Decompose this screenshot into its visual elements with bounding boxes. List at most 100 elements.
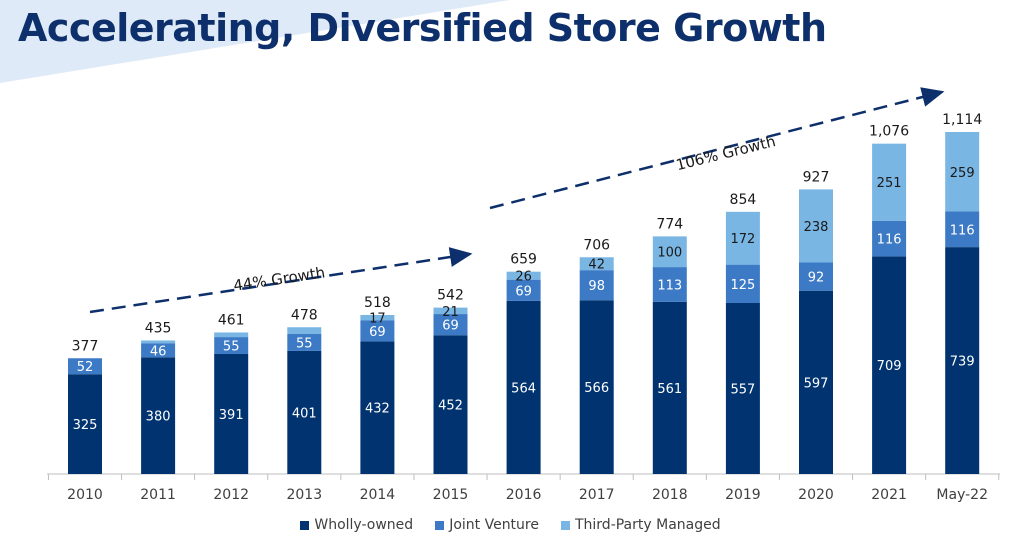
x-tick-label: 2016 (506, 487, 542, 503)
x-tick-label: 2018 (652, 487, 688, 503)
segment-label: 69 (442, 319, 459, 334)
bar-segment-third-party (799, 189, 833, 263)
segment-label: 52 (77, 360, 94, 375)
bar-segment-joint-venture (287, 334, 322, 351)
segment-label: 116 (950, 223, 975, 238)
bar-segment-third-party (872, 143, 907, 221)
bar-segment-joint-venture (945, 211, 980, 248)
segment-label: 42 (588, 258, 605, 273)
segment-label: 17 (369, 312, 386, 327)
segment-label: 21 (442, 305, 459, 320)
bar-segment-wholly-owned (287, 350, 322, 474)
x-tick-label: May-22 (936, 487, 988, 503)
total-label: 659 (510, 252, 537, 268)
segment-label: 561 (657, 382, 682, 397)
segment-label: 92 (808, 271, 825, 286)
segment-label: 739 (950, 355, 975, 370)
annotation-44-growth: 44% Growth (232, 263, 326, 294)
x-tick-label: 2011 (140, 487, 176, 503)
x-tick-label: 2020 (798, 487, 834, 503)
total-label: 377 (72, 338, 99, 354)
bar-segment-joint-venture (433, 314, 468, 336)
total-label: 478 (291, 307, 318, 323)
bar-segment-third-party (360, 314, 395, 321)
legend-swatch (435, 520, 445, 530)
segment-label: 557 (730, 383, 755, 398)
segment-label: 125 (730, 278, 755, 293)
bar-segment-wholly-owned (433, 335, 468, 474)
bar-segment-wholly-owned (579, 300, 614, 474)
bar-segment-third-party (287, 327, 322, 335)
x-tick-label: 2010 (67, 487, 103, 503)
segment-label: 709 (877, 359, 902, 374)
x-tick-label: 2012 (213, 487, 249, 503)
legend: Wholly-owned Joint Venture Third-Party M… (0, 517, 1021, 533)
growth-arrow-2016-2022 (489, 87, 945, 210)
bar-segment-third-party (945, 132, 980, 212)
segment-label: 566 (584, 381, 609, 396)
total-label: 542 (437, 288, 464, 304)
bar-segment-joint-venture (872, 220, 907, 257)
x-tick-label: 2013 (286, 487, 322, 503)
x-tick-label: 2014 (360, 487, 396, 503)
total-label: 435 (145, 320, 172, 336)
bar-segment-third-party (652, 236, 687, 268)
segment-label: 564 (511, 381, 536, 396)
bar-segment-third-party (214, 332, 249, 338)
bar-segment-joint-venture (68, 358, 102, 375)
segment-label: 238 (804, 220, 829, 235)
segment-label: 172 (730, 232, 755, 247)
bar-segment-wholly-owned (725, 303, 760, 474)
segment-label: 401 (292, 406, 317, 421)
bar-segment-joint-venture (652, 267, 687, 302)
legend-label: Joint Venture (449, 517, 539, 533)
bar-segment-wholly-owned (506, 300, 541, 474)
bar-segment-joint-venture (360, 320, 395, 342)
segment-label: 380 (146, 410, 171, 425)
bar-segment-wholly-owned (141, 357, 176, 474)
bar-segment-third-party (433, 307, 468, 315)
legend-item-joint-venture: Joint Venture (435, 517, 539, 533)
bar-segment-third-party (579, 257, 614, 271)
segment-label: 69 (369, 325, 386, 340)
bar-segment-joint-venture (141, 343, 176, 358)
bar-segment-wholly-owned (68, 374, 102, 474)
bar-segment-wholly-owned (652, 301, 687, 474)
x-tick-label: 2021 (871, 487, 907, 503)
x-tick-label: 2017 (579, 487, 615, 503)
total-label: 774 (656, 216, 683, 232)
legend-label: Wholly-owned (314, 517, 414, 533)
legend-item-wholly-owned: Wholly-owned (300, 517, 413, 533)
bar-segment-third-party (506, 271, 541, 280)
legend-label: Third-Party Managed (574, 517, 721, 533)
legend-item-third-party: Third-Party Managed (560, 517, 721, 533)
segment-label: 100 (657, 246, 682, 261)
bar-segment-third-party (141, 340, 176, 344)
total-label: 1,076 (869, 124, 909, 140)
bar-segment-wholly-owned (945, 247, 980, 474)
legend-swatch (300, 520, 310, 530)
segment-label: 116 (877, 233, 902, 248)
segment-label: 55 (223, 340, 240, 355)
segment-label: 391 (219, 408, 244, 423)
bar-segment-joint-venture (506, 279, 541, 301)
legend-swatch (560, 520, 570, 530)
segment-label: 55 (296, 336, 313, 351)
segment-label: 432 (365, 402, 390, 417)
x-tick-label: 2019 (725, 487, 761, 503)
bar-segment-joint-venture (579, 270, 614, 301)
bar-segment-wholly-owned (360, 341, 395, 474)
growth-arrow-2010-2015 (89, 247, 473, 314)
bar-segment-third-party (725, 211, 760, 265)
segment-label: 251 (877, 176, 902, 191)
bar-segment-wholly-owned (214, 353, 249, 474)
total-label: 854 (730, 192, 757, 208)
total-label: 706 (583, 237, 610, 253)
total-label: 1,114 (942, 112, 982, 128)
total-label: 518 (364, 295, 391, 311)
segment-label: 46 (150, 344, 167, 359)
bar-segment-joint-venture (214, 337, 249, 354)
total-label: 461 (218, 312, 245, 328)
annotation-106-growth: 106% Growth (674, 132, 777, 174)
